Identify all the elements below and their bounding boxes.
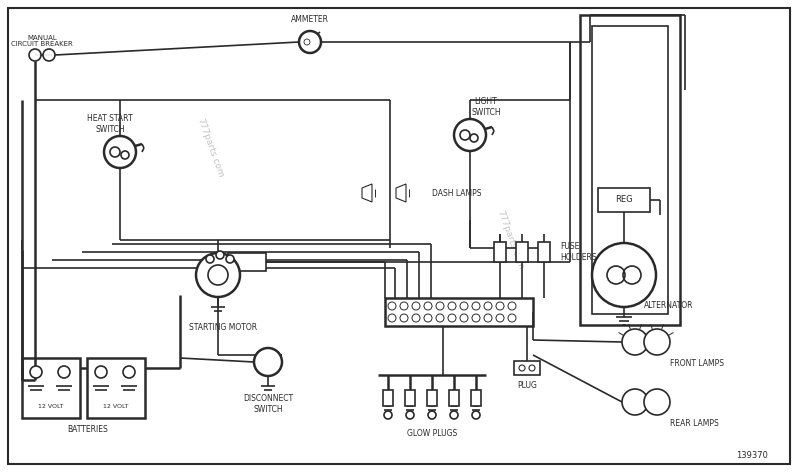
Circle shape	[592, 243, 656, 307]
Circle shape	[460, 314, 468, 322]
Text: FRONT LAMPS: FRONT LAMPS	[670, 360, 724, 369]
Text: 777parts.com: 777parts.com	[495, 209, 525, 271]
Circle shape	[428, 411, 436, 419]
Circle shape	[58, 366, 70, 378]
Circle shape	[95, 366, 107, 378]
Circle shape	[206, 255, 214, 263]
Circle shape	[388, 302, 396, 310]
Text: AMMETER: AMMETER	[291, 16, 329, 25]
Circle shape	[388, 314, 396, 322]
Circle shape	[436, 302, 444, 310]
Circle shape	[508, 314, 516, 322]
Text: LIGHT
SWITCH: LIGHT SWITCH	[471, 97, 501, 117]
Circle shape	[400, 302, 408, 310]
Circle shape	[436, 314, 444, 322]
Circle shape	[299, 31, 321, 53]
Text: GLOW PLUGS: GLOW PLUGS	[407, 429, 457, 438]
Circle shape	[412, 314, 420, 322]
Text: STARTING MOTOR: STARTING MOTOR	[189, 322, 257, 331]
Circle shape	[448, 302, 456, 310]
Circle shape	[30, 366, 42, 378]
Circle shape	[412, 302, 420, 310]
Text: FUSE
HOLDERS: FUSE HOLDERS	[560, 242, 597, 261]
Circle shape	[484, 314, 492, 322]
Bar	[514, 361, 540, 375]
Circle shape	[644, 329, 670, 355]
Text: MANUAL
CIRCUIT BREAKER: MANUAL CIRCUIT BREAKER	[11, 34, 73, 48]
Circle shape	[216, 251, 224, 259]
Circle shape	[460, 302, 468, 310]
Circle shape	[424, 302, 432, 310]
Bar	[383, 390, 393, 406]
Bar	[592, 26, 668, 314]
Circle shape	[484, 302, 492, 310]
Circle shape	[254, 348, 282, 376]
Circle shape	[104, 136, 136, 168]
Bar	[538, 242, 550, 262]
Circle shape	[448, 314, 456, 322]
Bar	[427, 390, 437, 406]
Text: 139370: 139370	[736, 451, 768, 460]
Text: PLUG: PLUG	[517, 381, 537, 390]
Circle shape	[123, 366, 135, 378]
Circle shape	[622, 389, 648, 415]
Circle shape	[496, 302, 504, 310]
Circle shape	[406, 411, 414, 419]
Circle shape	[424, 314, 432, 322]
Circle shape	[472, 411, 480, 419]
Text: DASH LAMPS: DASH LAMPS	[432, 188, 482, 197]
Circle shape	[508, 302, 516, 310]
Circle shape	[226, 255, 234, 263]
Circle shape	[644, 389, 670, 415]
Bar	[471, 390, 481, 406]
Bar	[516, 242, 528, 262]
Bar	[449, 390, 459, 406]
Text: ALTERNATOR: ALTERNATOR	[644, 301, 694, 310]
Text: REG: REG	[615, 195, 633, 204]
Bar	[494, 242, 506, 262]
Circle shape	[472, 302, 480, 310]
Circle shape	[496, 314, 504, 322]
Circle shape	[622, 329, 648, 355]
Circle shape	[454, 119, 486, 151]
Circle shape	[400, 314, 408, 322]
Text: 12 VOLT: 12 VOLT	[38, 404, 64, 408]
Circle shape	[196, 253, 240, 297]
Bar	[598, 188, 650, 212]
Circle shape	[450, 411, 458, 419]
Text: 777parts.com: 777parts.com	[195, 117, 225, 179]
Text: HEAT START
SWITCH: HEAT START SWITCH	[87, 114, 133, 134]
Text: BATTERIES: BATTERIES	[68, 425, 108, 435]
Bar	[22, 358, 80, 418]
Circle shape	[472, 314, 480, 322]
Text: REAR LAMPS: REAR LAMPS	[670, 420, 718, 429]
Bar	[405, 390, 415, 406]
Bar	[385, 298, 533, 326]
Bar	[580, 15, 680, 325]
Text: 12 VOLT: 12 VOLT	[103, 404, 129, 408]
Bar	[87, 358, 145, 418]
Bar	[228, 253, 266, 271]
Circle shape	[384, 411, 392, 419]
Text: DISCONNECT
SWITCH: DISCONNECT SWITCH	[243, 394, 293, 413]
